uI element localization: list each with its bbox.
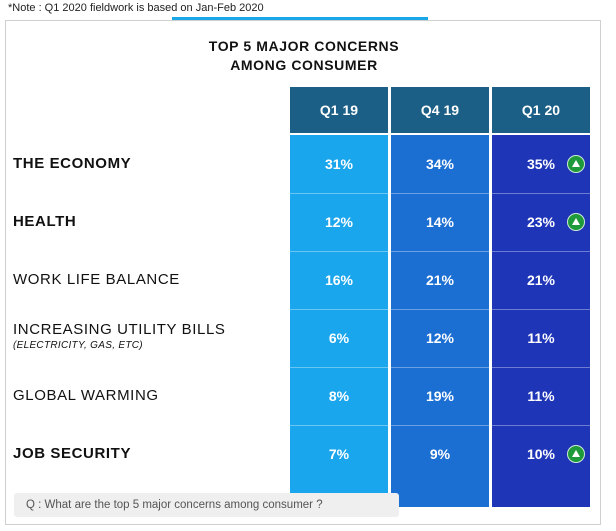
row-label-text: THE ECONOMY: [13, 155, 132, 172]
value-cell: 31%: [324, 156, 354, 172]
value-cell: 16%: [324, 272, 354, 288]
column-header-q4-19: Q4 19: [391, 87, 489, 133]
row-label-text: WORK LIFE BALANCE: [13, 271, 180, 288]
column-band-q4-19: [391, 135, 489, 507]
table-title: TOP 5 MAJOR CONCERNS AMONG CONSUMER: [6, 37, 602, 75]
up-arrow-icon: [567, 445, 585, 463]
column-header-q1-19: Q1 19: [290, 87, 388, 133]
row-label: GLOBAL WARMING: [13, 387, 159, 404]
title-line-2: AMONG CONSUMER: [230, 57, 378, 73]
value-cell: 9%: [429, 446, 451, 462]
row-label-text: INCREASING UTILITY BILLS: [13, 321, 226, 338]
value-cell: 8%: [328, 388, 350, 404]
row-label: WORK LIFE BALANCE: [13, 271, 180, 288]
row-divider: [290, 367, 590, 368]
value-cell: 34%: [425, 156, 455, 172]
row-label: JOB SECURITY: [13, 445, 131, 462]
row-label-text: JOB SECURITY: [13, 445, 132, 462]
row-sublabel: (ELECTRICITY, GAS, ETC): [13, 340, 143, 351]
concerns-card: TOP 5 MAJOR CONCERNS AMONG CONSUMER Q1 1…: [5, 20, 601, 525]
value-cell: 19%: [425, 388, 455, 404]
value-cell: 12%: [324, 214, 354, 230]
column-header-q1-20: Q1 20: [492, 87, 590, 133]
value-cell: 11%: [527, 330, 555, 346]
footnote: *Note : Q1 2020 fieldwork is based on Ja…: [8, 2, 264, 14]
value-cell: 10%: [526, 446, 556, 462]
row-label-text: GLOBAL WARMING: [13, 387, 159, 404]
row-label: INCREASING UTILITY BILLS (ELECTRICITY, GA…: [13, 321, 226, 351]
value-cell: 7%: [328, 446, 350, 462]
up-arrow-icon: [567, 213, 585, 231]
row-divider: [290, 251, 590, 252]
row-label-text: HEALTH: [13, 213, 77, 230]
title-line-1: TOP 5 MAJOR CONCERNS: [208, 38, 400, 54]
value-cell: 6%: [328, 330, 350, 346]
value-cell: 11%: [527, 388, 555, 404]
up-arrow-icon: [567, 155, 585, 173]
row-divider: [290, 309, 590, 310]
row-divider: [290, 193, 590, 194]
row-label: HEALTH: [13, 213, 76, 230]
question-box: Q : What are the top 5 major concerns am…: [14, 493, 399, 517]
value-cell: 23%: [526, 214, 556, 230]
value-cell: 35%: [526, 156, 556, 172]
column-band-q1-19: [290, 135, 388, 507]
value-cell: 12%: [425, 330, 455, 346]
value-cell: 21%: [425, 272, 455, 288]
value-cell: 21%: [526, 272, 556, 288]
row-label: THE ECONOMY: [13, 155, 131, 172]
row-divider: [290, 425, 590, 426]
note-accent-bar: [172, 17, 428, 22]
value-cell: 14%: [425, 214, 455, 230]
